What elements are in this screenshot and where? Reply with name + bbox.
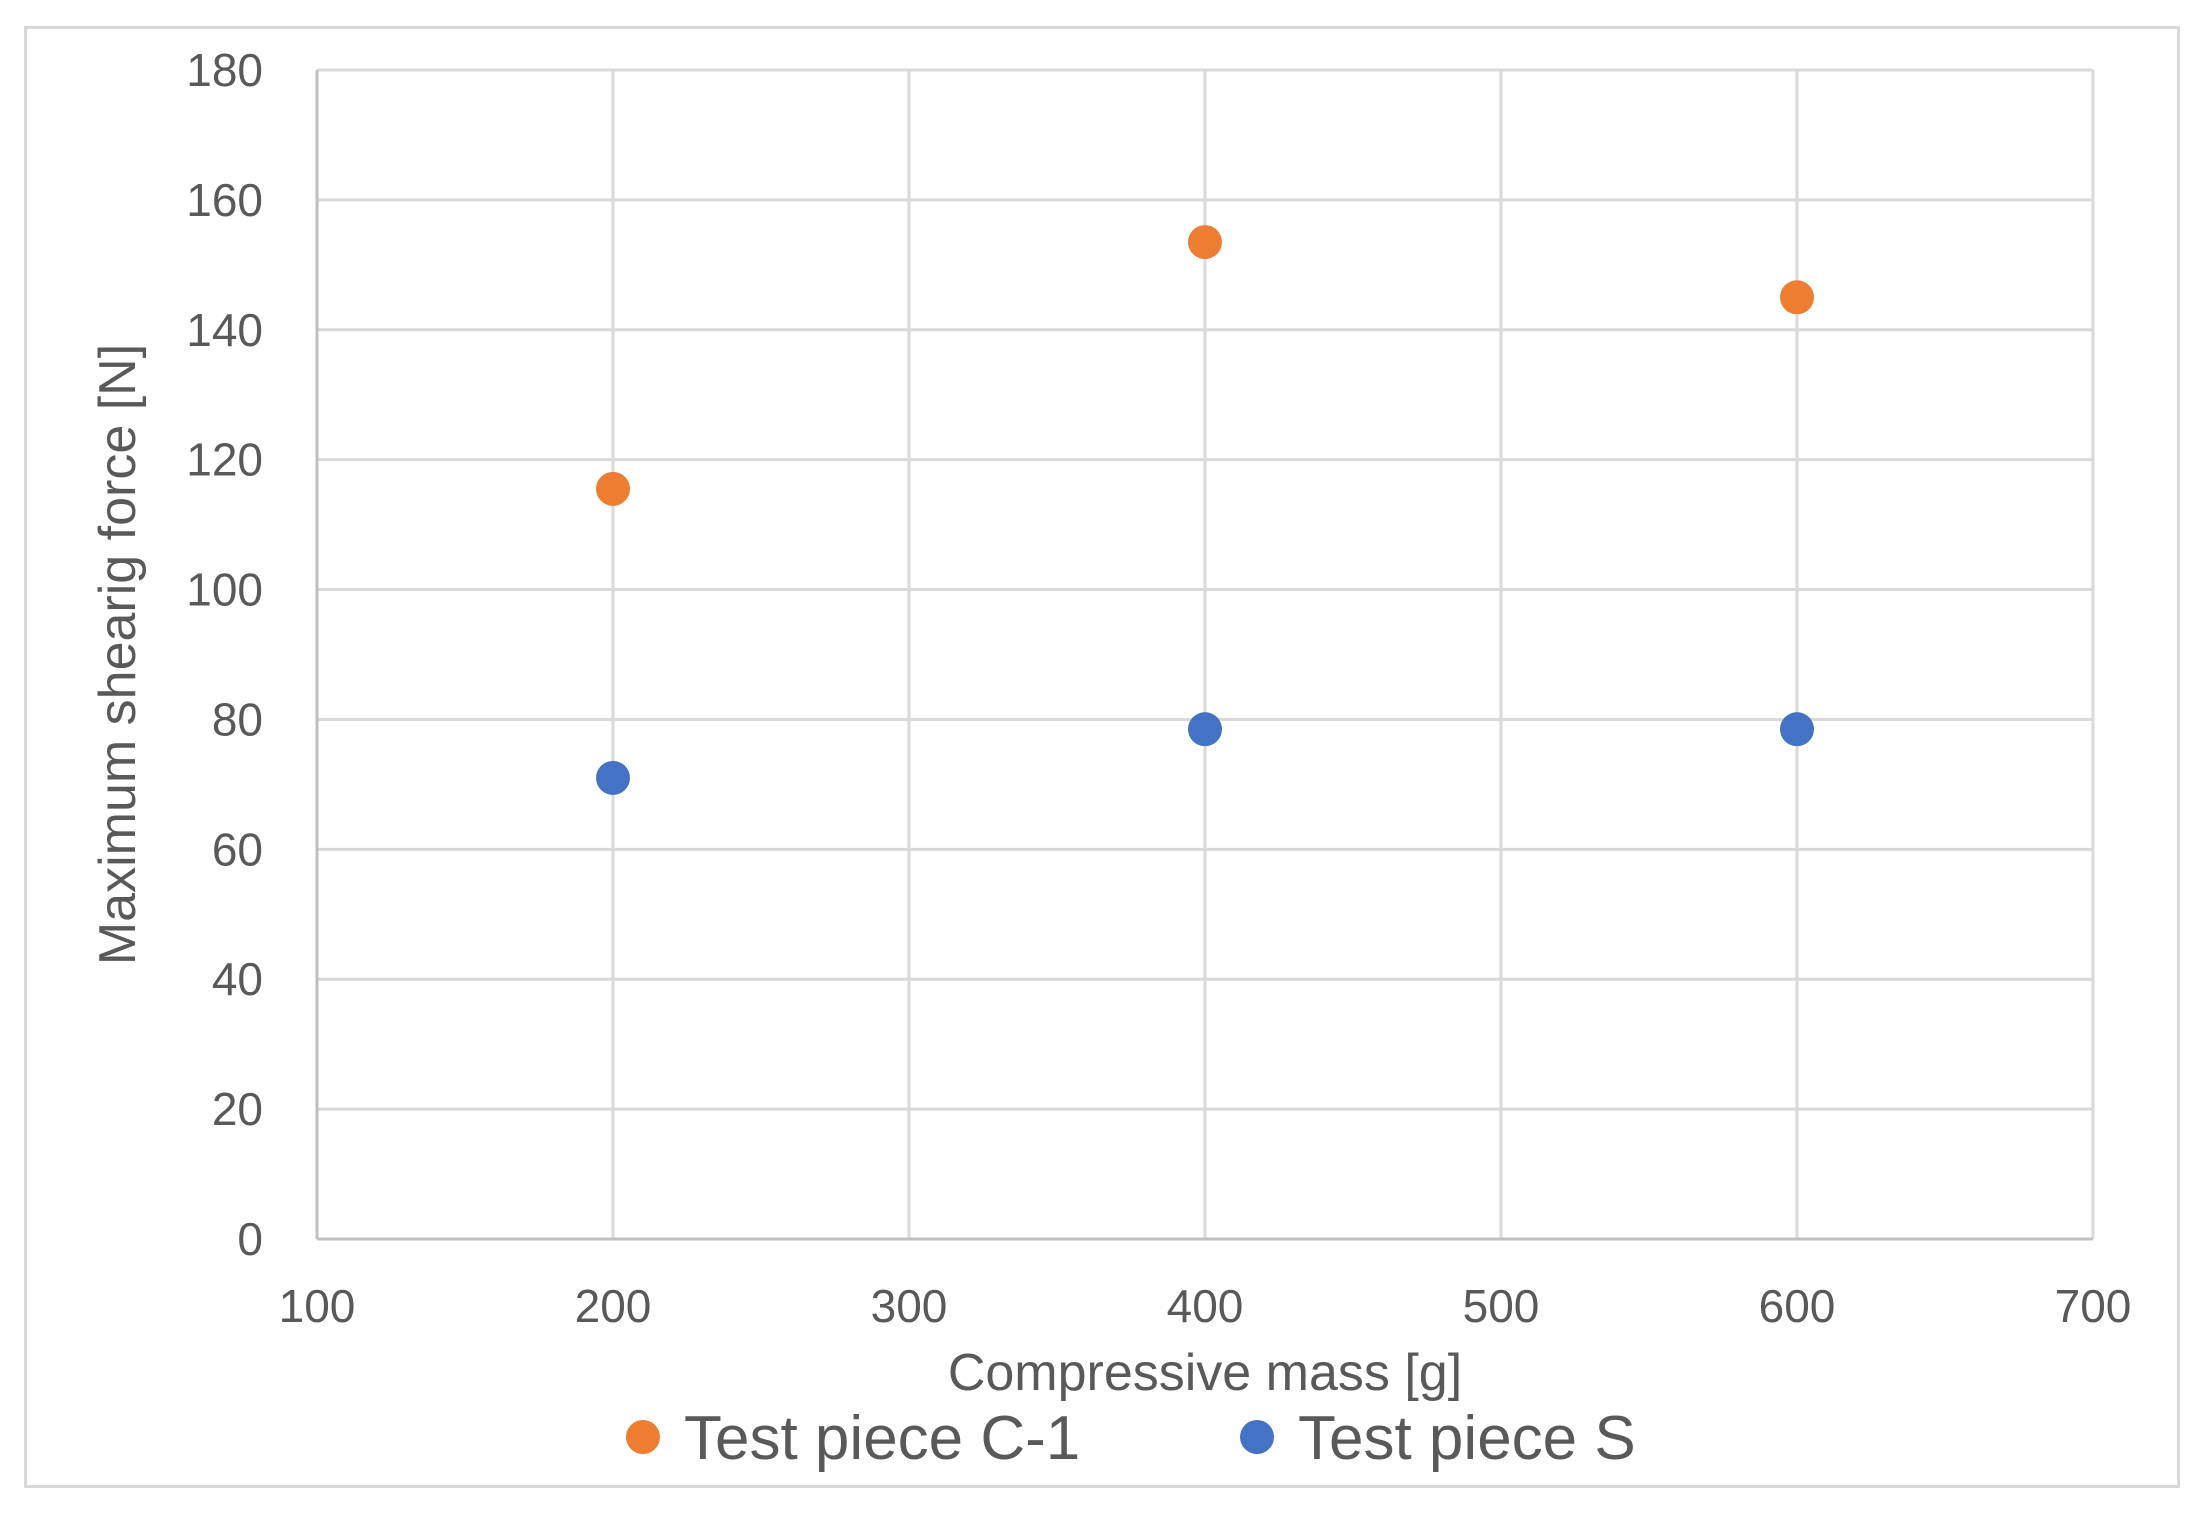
data-point-c1 xyxy=(1188,225,1222,260)
y-tick-label: 160 xyxy=(186,174,263,226)
x-tick-label: 600 xyxy=(1759,1280,1836,1332)
y-tick-label: 20 xyxy=(212,1083,263,1135)
y-tick-label: 100 xyxy=(186,564,263,616)
y-axis-title: Maximum shearig force [N] xyxy=(89,344,147,965)
x-tick-label: 400 xyxy=(1167,1280,1244,1332)
data-point-c1 xyxy=(596,471,630,506)
legend-label-s: Test piece S xyxy=(1298,1404,1636,1473)
y-axis-ticks: 0 20 40 60 80 100 120 140 160 180 xyxy=(186,44,263,1265)
x-axis-title: Compressive mass [g] xyxy=(948,1344,1462,1402)
x-tick-label: 500 xyxy=(1463,1280,1540,1332)
plot-area-border xyxy=(315,70,2093,1241)
data-points xyxy=(596,225,1814,795)
x-tick-label: 200 xyxy=(575,1280,652,1332)
legend-marker-c1 xyxy=(626,1420,660,1454)
x-tick-label: 300 xyxy=(871,1280,948,1332)
data-point-s xyxy=(1188,712,1222,747)
chart-frame xyxy=(24,26,2180,1488)
y-tick-label: 140 xyxy=(186,304,263,356)
legend-label-c1: Test piece C-1 xyxy=(684,1404,1080,1473)
y-tick-label: 40 xyxy=(212,953,263,1005)
y-tick-label: 60 xyxy=(212,823,263,875)
y-tick-label: 180 xyxy=(186,44,263,96)
x-tick-label: 700 xyxy=(2055,1280,2132,1332)
legend: Test piece C-1 Test piece S xyxy=(626,1404,1636,1473)
y-tick-label: 80 xyxy=(212,693,263,745)
legend-marker-s xyxy=(1240,1420,1274,1454)
data-point-c1 xyxy=(1780,280,1814,315)
y-tick-label: 120 xyxy=(186,434,263,486)
data-point-s xyxy=(1780,712,1814,747)
data-point-s xyxy=(596,760,630,795)
y-tick-label: 0 xyxy=(237,1213,263,1265)
x-axis-ticks: 100 200 300 400 500 600 700 xyxy=(279,1280,2132,1332)
x-tick-label: 100 xyxy=(279,1280,356,1332)
